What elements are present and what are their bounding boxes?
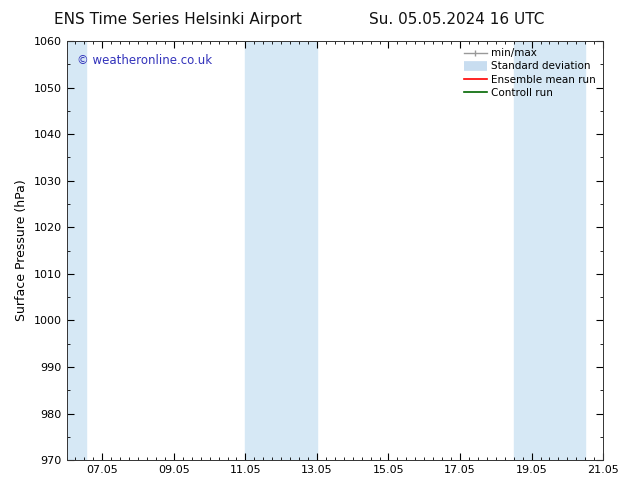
Text: ENS Time Series Helsinki Airport: ENS Time Series Helsinki Airport [54,12,301,27]
Legend: min/max, Standard deviation, Ensemble mean run, Controll run: min/max, Standard deviation, Ensemble me… [462,46,598,100]
Bar [245,41,317,460]
Bar [514,41,585,460]
Text: © weatheronline.co.uk: © weatheronline.co.uk [77,53,212,67]
Bar [67,41,86,460]
Y-axis label: Surface Pressure (hPa): Surface Pressure (hPa) [15,180,28,321]
Text: Su. 05.05.2024 16 UTC: Su. 05.05.2024 16 UTC [369,12,544,27]
